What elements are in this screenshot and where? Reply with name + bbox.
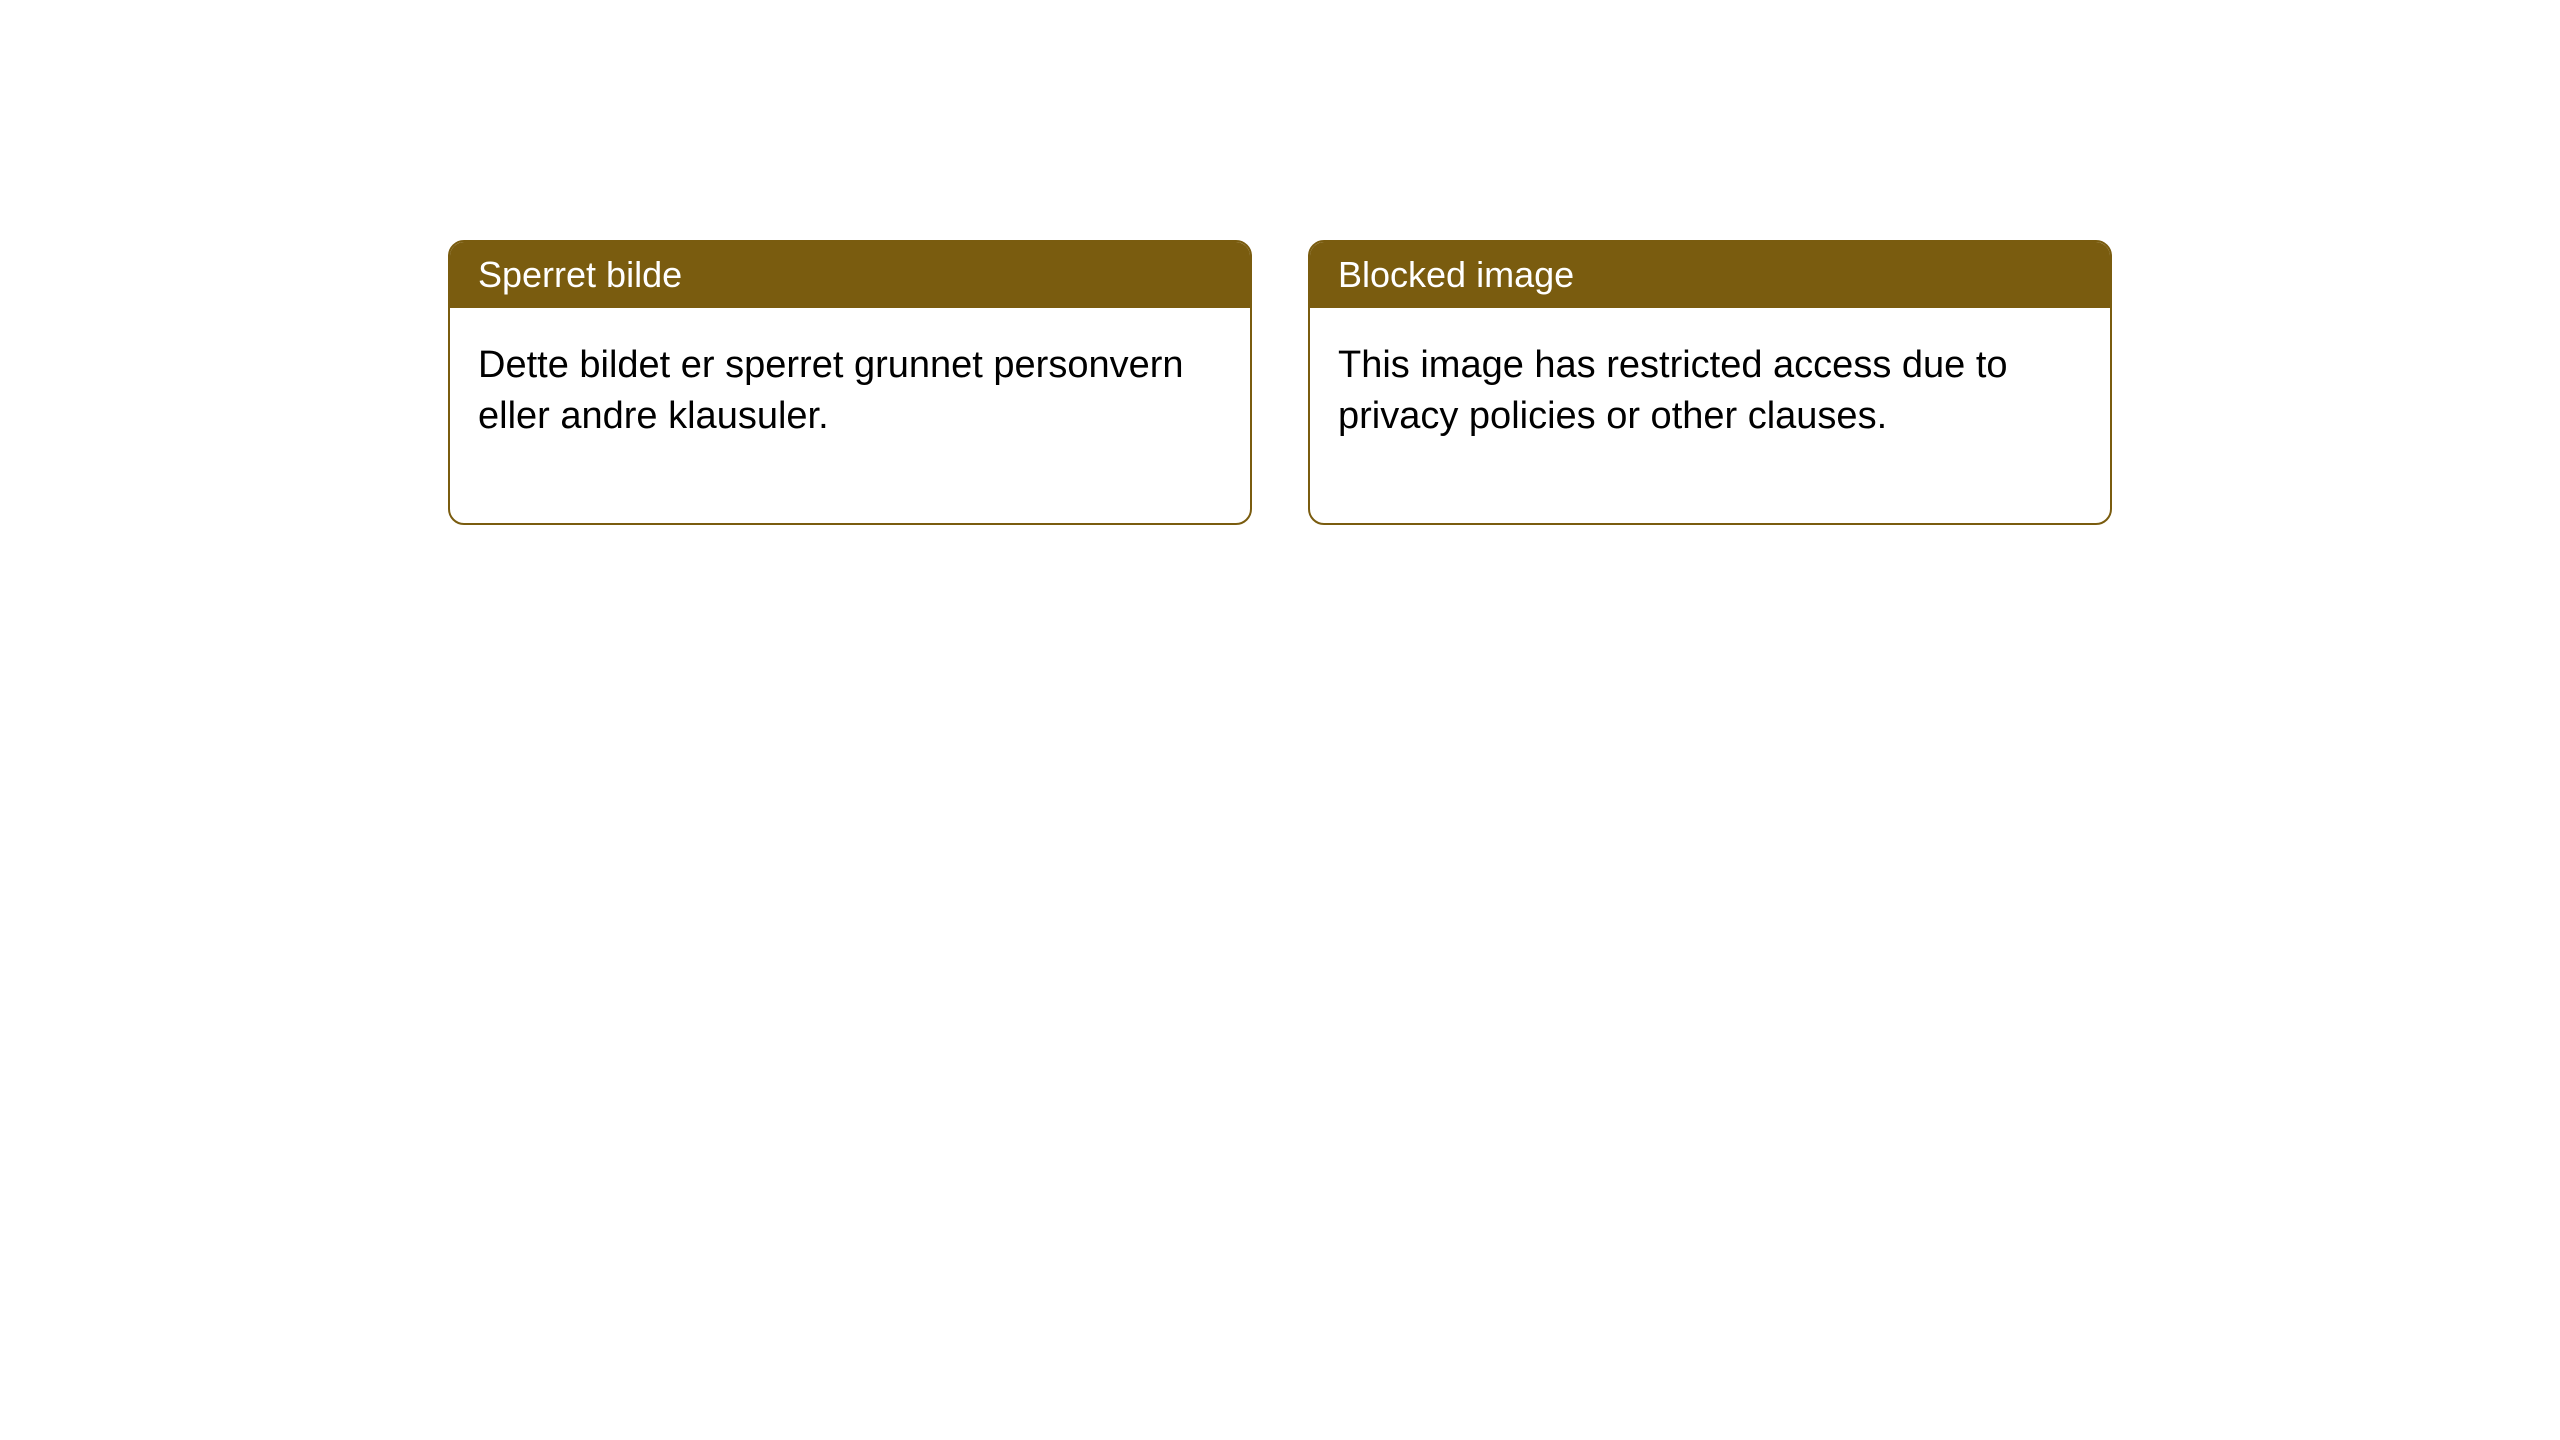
- notice-card-english: Blocked image This image has restricted …: [1308, 240, 2112, 525]
- notice-card-norwegian: Sperret bilde Dette bildet er sperret gr…: [448, 240, 1252, 525]
- card-header: Sperret bilde: [450, 242, 1250, 308]
- card-body-text: Dette bildet er sperret grunnet personve…: [478, 344, 1184, 437]
- notice-container: Sperret bilde Dette bildet er sperret gr…: [448, 240, 2112, 525]
- card-body: This image has restricted access due to …: [1310, 308, 2110, 523]
- card-title: Sperret bilde: [478, 254, 682, 295]
- card-body-text: This image has restricted access due to …: [1338, 344, 2008, 437]
- card-body: Dette bildet er sperret grunnet personve…: [450, 308, 1250, 523]
- card-title: Blocked image: [1338, 254, 1574, 295]
- card-header: Blocked image: [1310, 242, 2110, 308]
